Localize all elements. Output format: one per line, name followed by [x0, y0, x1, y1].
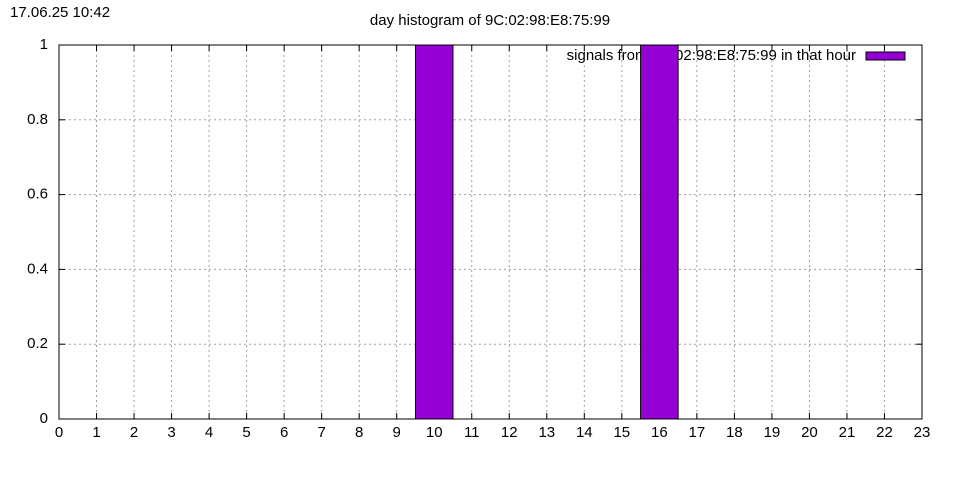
x-tick-label: 14 — [576, 424, 593, 441]
x-tick-label: 9 — [393, 424, 401, 441]
x-tick-label: 6 — [280, 424, 288, 441]
x-tick-label: 23 — [914, 424, 931, 441]
x-tick-label: 13 — [538, 424, 555, 441]
x-tick-label: 2 — [130, 424, 138, 441]
x-tick-label: 18 — [726, 424, 743, 441]
x-tick-label: 10 — [426, 424, 443, 441]
x-tick-label: 0 — [55, 424, 63, 441]
x-tick-label: 19 — [764, 424, 781, 441]
x-tick-label: 3 — [167, 424, 175, 441]
x-tick-label: 8 — [355, 424, 363, 441]
y-tick-label: 0.4 — [27, 260, 48, 277]
x-tick-label: 15 — [613, 424, 630, 441]
x-tick-label: 22 — [876, 424, 893, 441]
x-tick-label: 4 — [205, 424, 213, 441]
plot-border — [58, 44, 923, 420]
x-tick-label: 11 — [464, 424, 480, 441]
y-tick-label: 0.2 — [27, 335, 48, 352]
x-tick-label: 12 — [501, 424, 518, 441]
legend-label: signals from 9C:02:98:E8:75:99 in that h… — [567, 47, 856, 64]
y-tick-label: 1 — [40, 36, 48, 53]
x-tick-label: 16 — [651, 424, 668, 441]
x-tick-label: 20 — [801, 424, 818, 441]
y-tick-label: 0.8 — [27, 111, 48, 128]
chart-title: day histogram of 9C:02:98:E8:75:99 — [370, 12, 610, 29]
legend-swatch — [865, 51, 906, 61]
y-tick-label: 0 — [40, 410, 48, 427]
x-tick-label: 21 — [839, 424, 856, 441]
x-tick-label: 7 — [317, 424, 325, 441]
x-tick-label: 17 — [689, 424, 706, 441]
bar — [640, 44, 679, 420]
timestamp: 17.06.25 10:42 — [10, 4, 110, 21]
x-tick-label: 5 — [242, 424, 250, 441]
x-tick-label: 1 — [92, 424, 100, 441]
y-tick-label: 0.6 — [27, 186, 48, 203]
bar — [414, 44, 454, 420]
